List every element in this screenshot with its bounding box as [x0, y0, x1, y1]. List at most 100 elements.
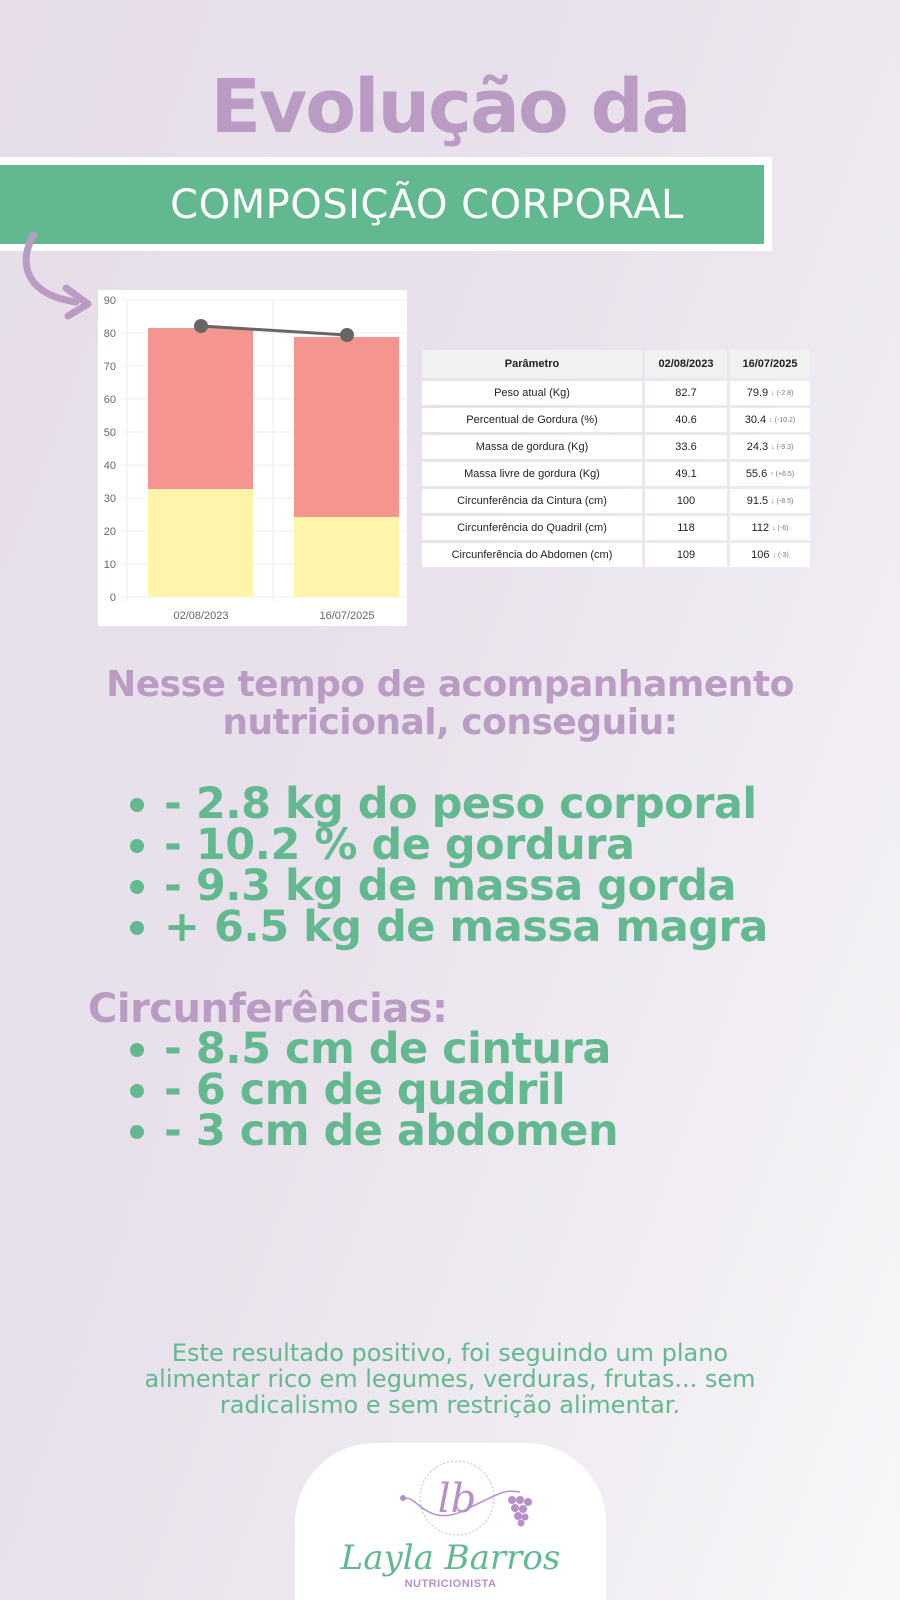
xtick-2023: 02/08/2023: [173, 610, 228, 622]
cell-v2: 106 ↓ (-3): [730, 543, 810, 567]
table-row: Circunferência da Cintura (cm) 100 91.5 ↓…: [422, 489, 810, 513]
delta-badge: ↓ (-2.8): [771, 389, 794, 397]
cell-v2-value: 24.3: [746, 441, 769, 453]
cell-param: Massa livre de gordura (Kg): [422, 462, 645, 486]
cell-v2-value: 30.4: [744, 414, 767, 426]
delta-badge: ↓ (-8.5): [771, 497, 794, 505]
table-row: Circunferência do Quadril (cm) 118 112 ↓ …: [422, 516, 810, 540]
summary-heading-line1: Nesse tempo de acompanhamento: [106, 664, 794, 705]
ytick-50: 50: [104, 427, 116, 439]
cell-v1: 49.1: [645, 462, 730, 486]
footer-line3: radicalismo e sem restrição alimentar.: [219, 1391, 681, 1419]
cell-param: Circunferência da Cintura (cm): [422, 489, 645, 513]
ytick-60: 60: [104, 394, 116, 406]
table-row: Percentual de Gordura (%) 40.6 30.4 ↓ (-1…: [422, 408, 810, 432]
cell-v2: 79.9 ↓ (-2.8): [730, 381, 810, 405]
cell-param: Circunferência do Abdomen (cm): [422, 543, 645, 567]
result-text: - 2.8 kg do peso corporal: [164, 779, 757, 829]
banner: COMPOSIÇÃO CORPORAL: [0, 165, 764, 244]
result-text: - 9.3 kg de massa gorda: [164, 861, 737, 911]
cell-param: Percentual de Gordura (%): [422, 408, 645, 432]
results-list: - 2.8 kg do peso corporal - 10.2 % de go…: [130, 779, 768, 952]
table-header: Parâmetro 02/08/2023 16/07/2025: [422, 350, 810, 378]
cell-param: Circunferência do Quadril (cm): [422, 516, 645, 540]
weight-point-2025: [340, 328, 354, 342]
circ-text: - 8.5 cm de cintura: [164, 1024, 611, 1074]
banner-text: COMPOSIÇÃO CORPORAL: [170, 181, 684, 228]
bullet-icon: [130, 1083, 144, 1098]
cell-v1: 40.6: [645, 408, 730, 432]
list-item: - 8.5 cm de cintura: [130, 1024, 618, 1074]
bar-2023-lean-mass: [148, 328, 253, 489]
delta-badge: ↓ (-6): [772, 524, 789, 532]
ytick-20: 20: [104, 526, 116, 538]
weight-point-2023: [194, 319, 208, 333]
table-row: Massa livre de gordura (Kg) 49.1 55.6 ↑ (…: [422, 462, 810, 486]
delta-badge: ↑ (+6.5): [770, 470, 795, 478]
header-date2: 16/07/2025: [730, 350, 810, 378]
cell-v2: 55.6 ↑ (+6.5): [730, 462, 810, 486]
logo-subtitle: NUTRICIONISTA: [404, 1578, 497, 1590]
result-text: + 6.5 kg de massa magra: [164, 902, 768, 952]
circ-text: - 3 cm de abdomen: [164, 1106, 619, 1156]
list-item: - 6 cm de quadril: [130, 1065, 618, 1115]
logo-monogram-icon: lb: [400, 1460, 532, 1536]
result-text: - 10.2 % de gordura: [164, 820, 635, 870]
grapes-icon: [508, 1496, 532, 1527]
table-row: Circunferência do Abdomen (cm) 109 106 ↓ …: [422, 543, 810, 567]
curved-arrow-icon: [22, 232, 92, 320]
bar-2025-lean-mass: [294, 337, 399, 517]
bullet-icon: [130, 1124, 144, 1139]
delta-badge: ↓ (-3): [772, 551, 789, 559]
ytick-0: 0: [110, 592, 116, 604]
bullet-icon: [130, 920, 144, 935]
bullet-icon: [130, 838, 144, 853]
footer-note: Este resultado positivo, foi seguindo um…: [0, 1340, 900, 1418]
list-item: + 6.5 kg de massa magra: [130, 902, 768, 952]
ytick-90: 90: [104, 295, 116, 307]
body-composition-chart: 90 80 70 60 50 40 30 20 10 0 02/08/2023 …: [98, 290, 407, 626]
bar-2025-fat-mass: [294, 517, 399, 597]
summary-heading-line2: nutricional, conseguiu:: [222, 702, 678, 743]
cell-v1: 33.6: [645, 435, 730, 459]
cell-v2-value: 106: [751, 549, 770, 561]
ytick-70: 70: [104, 361, 116, 373]
cell-v2: 24.3 ↓ (-9.3): [730, 435, 810, 459]
ytick-80: 80: [104, 328, 116, 340]
circumferences-heading: Circunferências:: [88, 986, 448, 1032]
list-item: - 10.2 % de gordura: [130, 820, 768, 870]
ytick-10: 10: [104, 559, 116, 571]
header-param: Parâmetro: [422, 350, 645, 378]
page-title: Evolução da: [210, 64, 692, 150]
cell-v1: 82.7: [645, 381, 730, 405]
bar-2023-fat-mass: [148, 489, 253, 597]
footer-line2: alimentar rico em legumes, verduras, fru…: [144, 1365, 756, 1393]
list-item: - 3 cm de abdomen: [130, 1106, 619, 1156]
cell-param: Peso atual (Kg): [422, 381, 645, 405]
footer-line1: Este resultado positivo, foi seguindo um…: [171, 1339, 729, 1367]
cell-v1: 118: [645, 516, 730, 540]
cell-v1: 100: [645, 489, 730, 513]
cell-v2-value: 79.9: [746, 387, 769, 399]
chart-svg: 90 80 70 60 50 40 30 20 10 0 02/08/2023 …: [104, 295, 407, 622]
header-date1: 02/08/2023: [645, 350, 730, 378]
table-row: Massa de gordura (Kg) 33.6 24.3 ↓ (-9.3): [422, 435, 810, 459]
delta-badge: ↓ (-10.2): [769, 416, 796, 424]
ytick-30: 30: [104, 493, 116, 505]
circ-text: - 6 cm de quadril: [164, 1065, 566, 1115]
cell-v1: 109: [645, 543, 730, 567]
cell-v2-value: 55.6: [745, 468, 768, 480]
xtick-2025: 16/07/2025: [319, 610, 374, 622]
cell-param: Massa de gordura (Kg): [422, 435, 645, 459]
list-item: - 9.3 kg de massa gorda: [130, 861, 768, 911]
cell-v2: 30.4 ↓ (-10.2): [730, 408, 810, 432]
bullet-icon: [130, 797, 144, 812]
list-item: - 2.8 kg do peso corporal: [130, 779, 768, 829]
cell-v2-value: 91.5: [746, 495, 769, 507]
bullet-icon: [130, 1042, 144, 1057]
composition-table: Parâmetro 02/08/2023 16/07/2025 Peso atu…: [422, 350, 810, 570]
circumferences-list: - 8.5 cm de cintura - 6 cm de quadril - …: [130, 1024, 619, 1156]
table-row: Peso atual (Kg) 82.7 79.9 ↓ (-2.8): [422, 381, 810, 405]
logo-card: [295, 1443, 606, 1600]
summary-heading: Nesse tempo de acompanhamento nutriciona…: [0, 666, 900, 742]
